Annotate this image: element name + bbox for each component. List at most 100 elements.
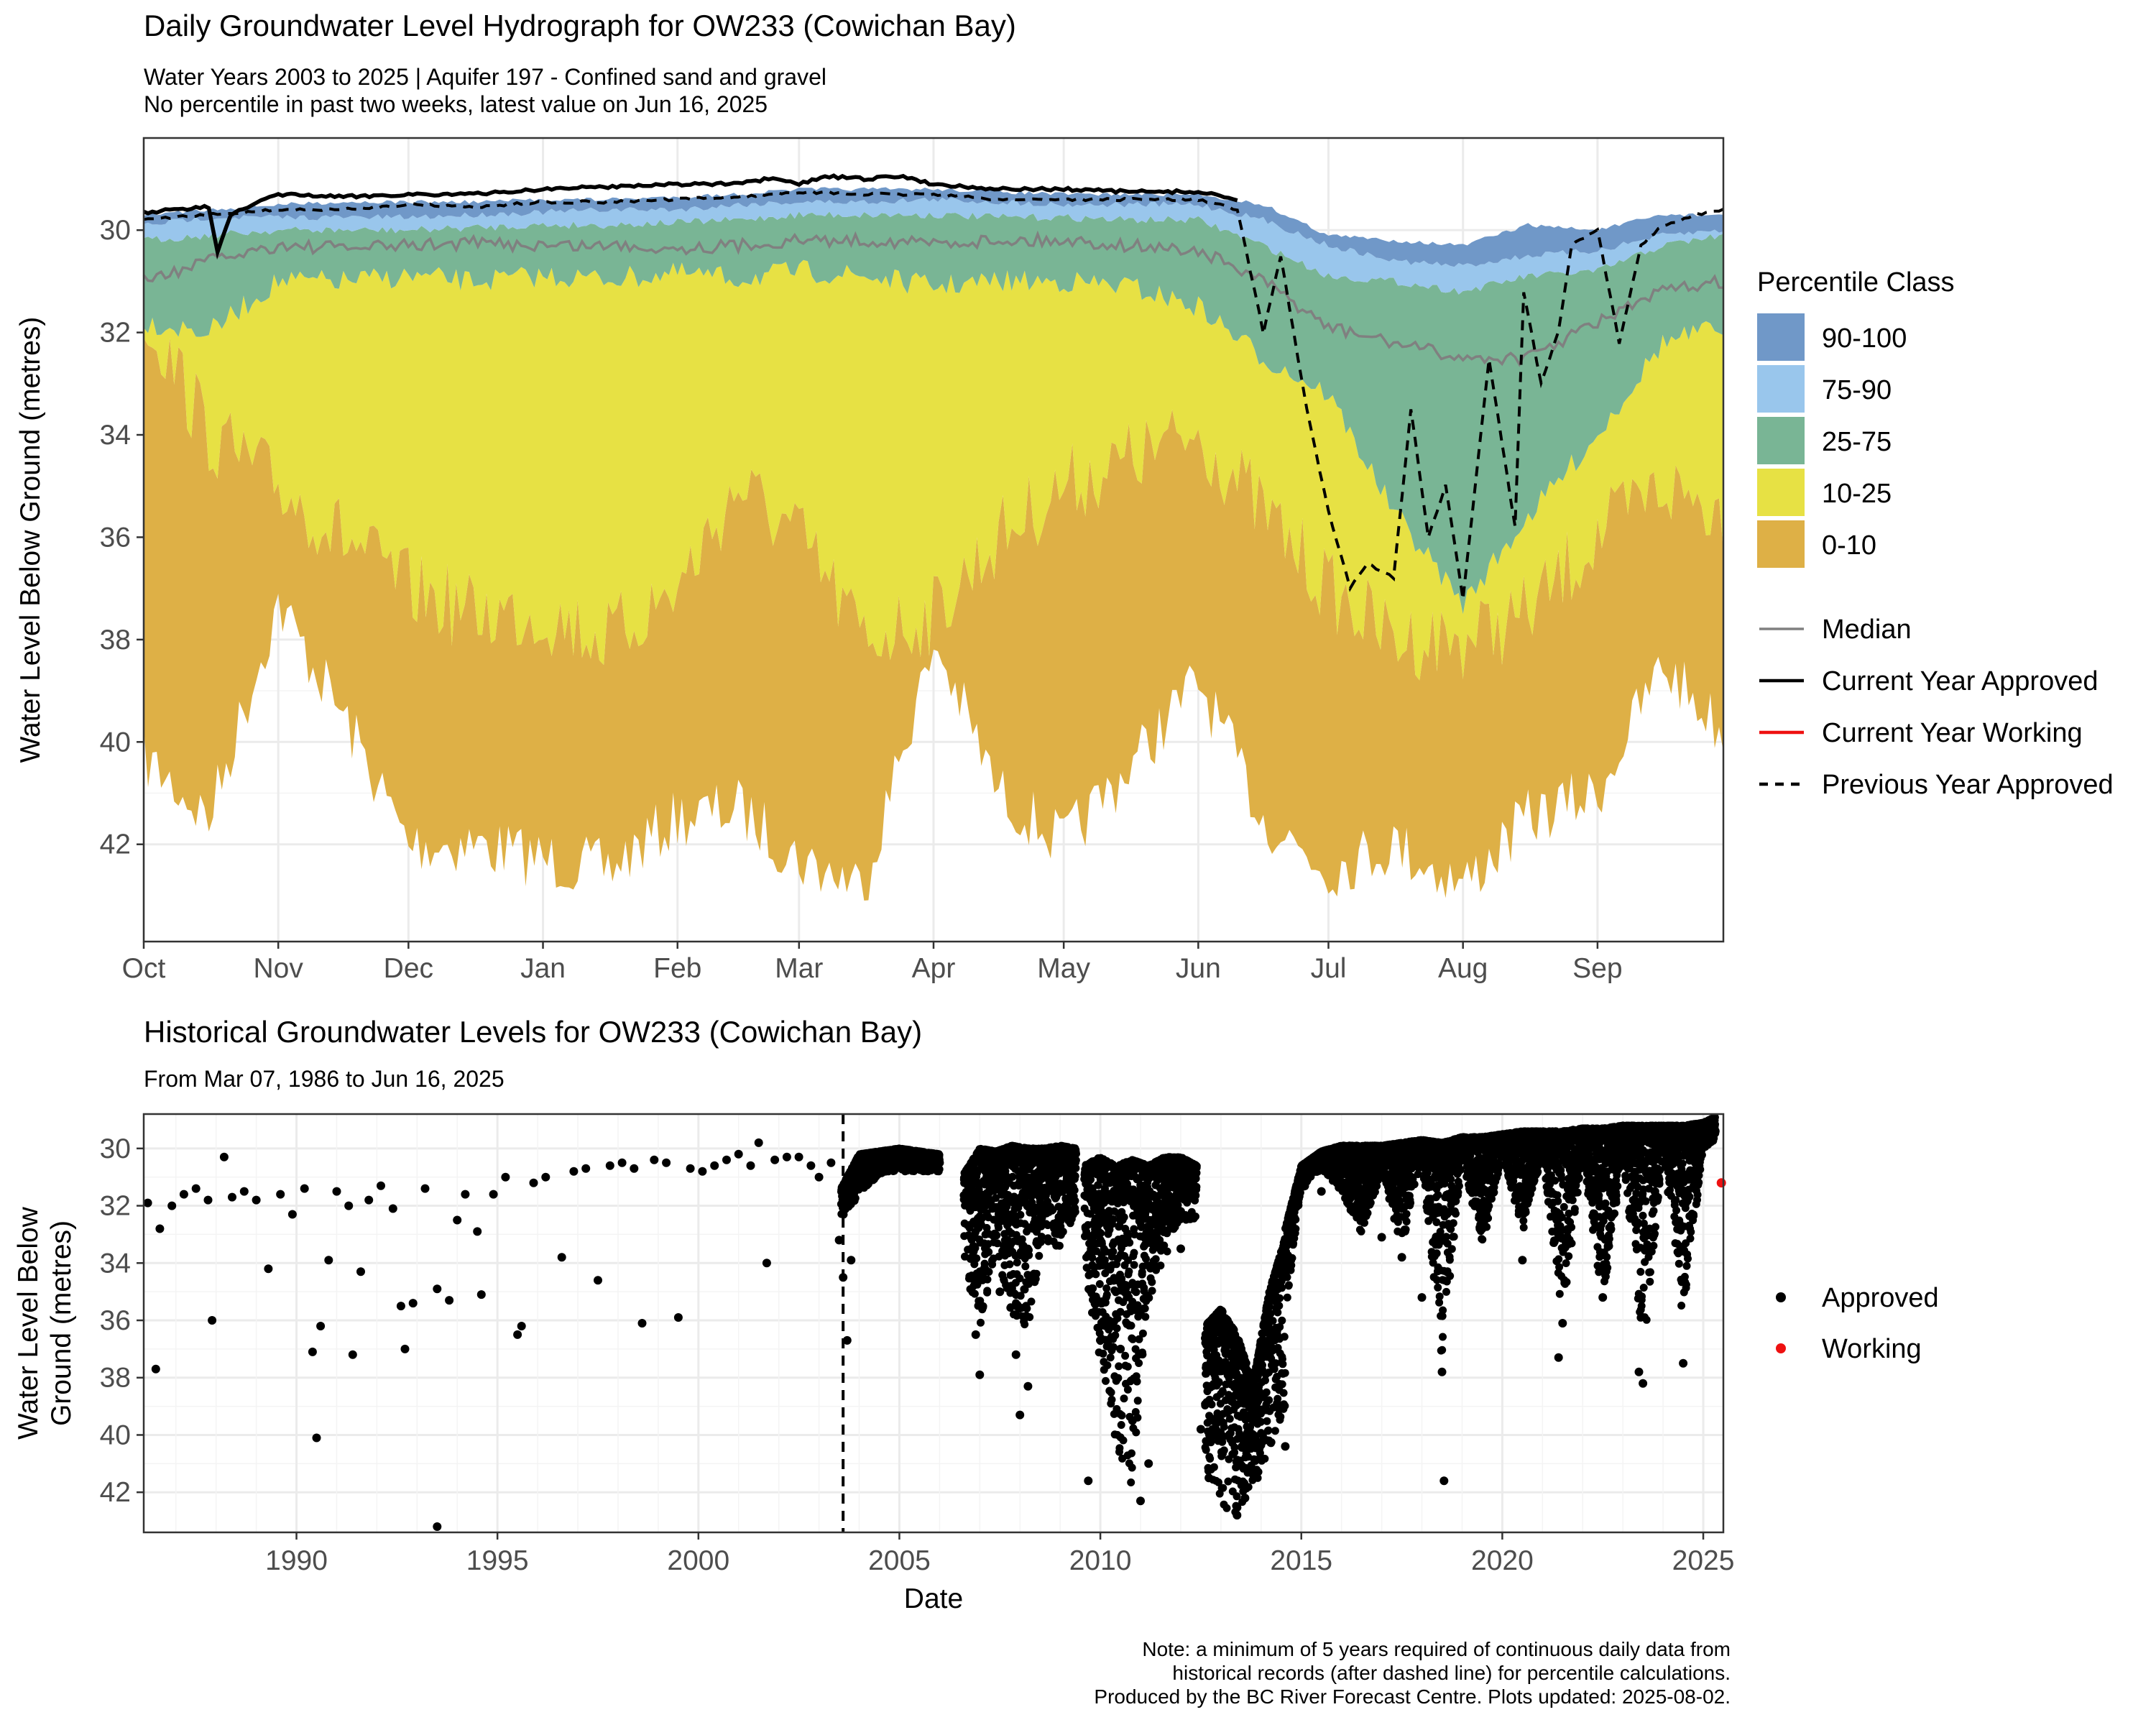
approved-point	[826, 1158, 836, 1167]
bottom-x-tick-label: 2015	[1270, 1545, 1332, 1576]
approved-point	[219, 1152, 229, 1162]
approved-point	[344, 1201, 354, 1210]
approved-point	[650, 1155, 659, 1164]
approved-point	[476, 1290, 486, 1300]
approved-point	[1639, 1379, 1648, 1388]
band-0-10	[144, 338, 1723, 901]
approved-point	[1317, 1187, 1326, 1196]
approved-point	[1558, 1319, 1567, 1328]
approved-point	[208, 1316, 217, 1325]
bottom-x-tick-label: 1995	[466, 1545, 529, 1576]
approved-point	[151, 1364, 160, 1374]
approved-point	[710, 1161, 719, 1170]
approved-point	[400, 1344, 410, 1353]
approved-point	[461, 1190, 470, 1199]
approved-point	[673, 1313, 683, 1322]
approved-point	[396, 1302, 405, 1311]
top-x-tick-label: Oct	[122, 953, 166, 984]
bottom-y-axis-title-line2: Ground (metres)	[46, 1220, 77, 1426]
legend-label-current-year-approved: Current Year Approved	[1822, 666, 2099, 696]
approved-point	[895, 1158, 904, 1167]
legend-swatch-0-10	[1757, 520, 1805, 568]
approved-point	[1084, 1476, 1093, 1486]
approved-point	[875, 1149, 884, 1159]
approved-point	[191, 1184, 201, 1193]
approved-point	[1136, 1496, 1145, 1506]
approved-point	[489, 1190, 498, 1199]
approved-points-cloud-4	[1281, 1113, 1720, 1355]
top-x-tick-label: Mar	[775, 953, 823, 984]
approved-point	[722, 1155, 731, 1164]
approved-point	[734, 1149, 743, 1159]
legend-label-working: Working	[1822, 1334, 1922, 1364]
approved-point	[854, 1155, 864, 1164]
approved-point	[754, 1138, 763, 1147]
approved-point	[513, 1330, 522, 1339]
approved-points-cloud-3	[1201, 1235, 1289, 1517]
approved-point	[473, 1227, 482, 1236]
bottom-y-tick-label: 40	[100, 1420, 131, 1450]
approved-points-cloud-2	[1080, 1153, 1201, 1486]
approved-point	[228, 1192, 236, 1202]
top-x-tick-label: Apr	[912, 953, 956, 984]
approved-point	[203, 1195, 213, 1205]
approved-point	[847, 1256, 856, 1265]
approved-point	[1176, 1244, 1185, 1254]
top-x-tick-label: May	[1037, 953, 1090, 984]
approved-point	[1116, 1344, 1125, 1353]
approved-point	[1144, 1459, 1153, 1468]
approved-point	[1518, 1256, 1527, 1265]
approved-point	[1233, 1511, 1242, 1520]
bottom-legend: Approved Working	[1776, 1283, 1939, 1364]
footnote-line1: Note: a minimum of 5 years required of c…	[1142, 1638, 1731, 1660]
approved-point	[569, 1167, 579, 1176]
approved-point	[762, 1259, 771, 1268]
bottom-x-tick-label: 2005	[868, 1545, 931, 1576]
bottom-x-tick-label: 2000	[667, 1545, 729, 1576]
top-x-tick-label: Nov	[254, 953, 304, 984]
approved-point	[377, 1181, 385, 1190]
approved-point	[143, 1198, 152, 1208]
top-x-tick-label: Feb	[653, 953, 701, 984]
legend-swatch-10-25	[1757, 469, 1805, 516]
approved-point	[605, 1161, 614, 1170]
legend-swatch-25-75	[1757, 417, 1805, 464]
approved-point	[1417, 1293, 1427, 1302]
legend-label-25-75: 25-75	[1822, 427, 1892, 457]
footnote-line2: historical records (after dashed line) f…	[1172, 1662, 1731, 1684]
bottom-y-tick-label: 32	[100, 1191, 131, 1222]
legend-label-90-100: 90-100	[1822, 323, 1907, 354]
approved-point	[1281, 1442, 1290, 1451]
approved-point	[581, 1164, 591, 1173]
approved-point	[975, 1370, 985, 1379]
approved-point	[935, 1158, 944, 1167]
legend-label-previous-year-approved: Previous Year Approved	[1822, 770, 2114, 800]
top-x-tick-label: Jun	[1176, 953, 1221, 984]
approved-point	[834, 1236, 844, 1245]
bottom-plot-panel: 30 32 34 36 38 40 42 1990 1995 2000 2005 2010 2015 20…	[13, 1113, 1734, 1614]
approved-point	[239, 1187, 249, 1196]
approved-point	[1679, 1358, 1688, 1368]
approved-point	[1216, 1430, 1225, 1440]
approved-point	[995, 1287, 1005, 1297]
approved-point	[1439, 1476, 1449, 1486]
band-75-90	[144, 197, 1723, 295]
bottom-x-tick-label: 1990	[265, 1545, 328, 1576]
legend-label-median: Median	[1822, 615, 1912, 645]
approved-point	[445, 1296, 454, 1305]
approved-point	[1204, 1473, 1214, 1483]
approved-point	[557, 1253, 566, 1262]
approved-point	[1015, 1410, 1025, 1420]
top-chart-subtitle-line2: No percentile in past two weeks, latest …	[144, 91, 768, 117]
approved-point	[252, 1195, 261, 1205]
approved-point	[356, 1267, 365, 1276]
approved-point	[517, 1322, 526, 1330]
approved-point	[332, 1187, 341, 1196]
bottom-panel-border	[142, 1113, 1725, 1534]
approved-point	[967, 1244, 977, 1254]
top-x-tick-label: Jul	[1311, 953, 1347, 984]
median-line	[142, 230, 1724, 367]
footnote: Note: a minimum of 5 years required of c…	[1094, 1637, 1731, 1708]
bottom-y-tick-label: 36	[100, 1305, 131, 1336]
band-25-75	[144, 211, 1723, 615]
